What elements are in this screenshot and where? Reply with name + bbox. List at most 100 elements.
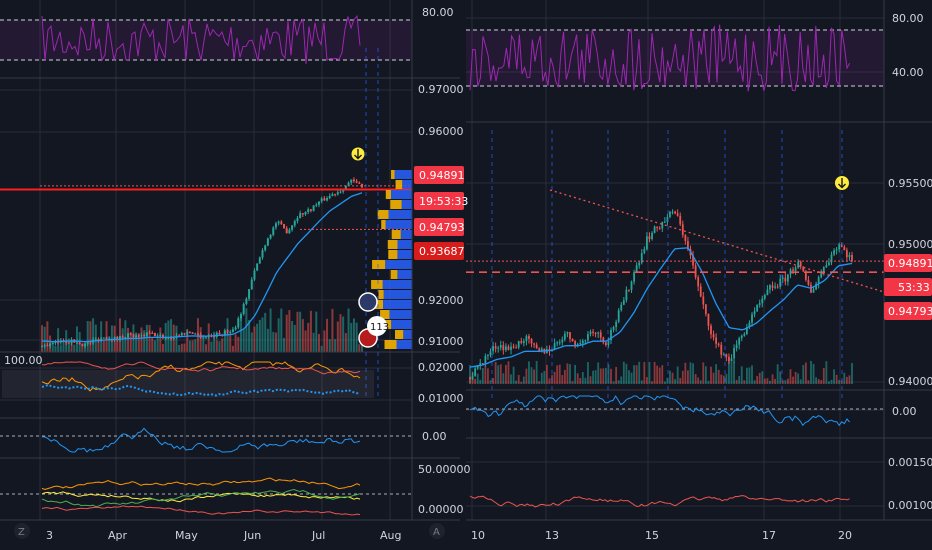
candle-body bbox=[622, 300, 625, 305]
volume-bar bbox=[510, 374, 512, 384]
candle-body bbox=[312, 205, 315, 211]
right-axis-badge[interactable]: A bbox=[433, 527, 440, 538]
volume-bar bbox=[745, 367, 748, 384]
candle-body bbox=[751, 314, 753, 323]
volume-bar bbox=[704, 366, 707, 384]
candle-body bbox=[116, 336, 119, 340]
rsi-line bbox=[41, 14, 361, 64]
volume-bar bbox=[328, 339, 331, 352]
candle-body bbox=[178, 335, 181, 337]
volume-bar bbox=[202, 334, 205, 352]
volume-bar bbox=[561, 375, 564, 384]
left-osc-tick: 0.02000 bbox=[418, 361, 464, 374]
volume-bar bbox=[237, 336, 240, 352]
volume-profile-bar bbox=[395, 180, 403, 189]
candle-body bbox=[84, 344, 87, 347]
volume-profile-bar bbox=[385, 220, 412, 229]
volume-bar bbox=[127, 327, 130, 352]
candle-body bbox=[528, 336, 530, 339]
candle-body bbox=[471, 375, 474, 380]
candle-body bbox=[202, 337, 205, 339]
indicator-line-red bbox=[41, 505, 361, 516]
candle-body bbox=[49, 343, 52, 347]
volume-bar bbox=[129, 332, 132, 352]
candle-body bbox=[589, 331, 592, 335]
volume-bar bbox=[331, 308, 334, 352]
right-markers[interactable] bbox=[835, 176, 849, 190]
volume-bar bbox=[715, 364, 718, 384]
volume-bar bbox=[671, 372, 674, 384]
volume-bar bbox=[574, 364, 577, 384]
candle-body bbox=[75, 342, 78, 344]
right-axis-badge-bg[interactable] bbox=[429, 523, 445, 539]
volume-bar bbox=[159, 327, 162, 352]
candle-body bbox=[669, 211, 671, 218]
volume-profile-bar bbox=[394, 170, 412, 179]
volume-bar bbox=[804, 362, 807, 384]
candle-body bbox=[563, 333, 566, 340]
volume-bar bbox=[845, 376, 848, 384]
left-axis-badge[interactable]: Z bbox=[18, 527, 25, 538]
candle-body bbox=[833, 250, 835, 255]
right-bottom-tick: 0.00100 bbox=[888, 499, 932, 512]
volume-bar bbox=[663, 381, 666, 384]
left-osc-top-label: 100.00 bbox=[4, 354, 43, 367]
candle-body bbox=[684, 234, 687, 241]
volume-bar bbox=[735, 379, 738, 384]
right-x-tick: 10 bbox=[471, 529, 485, 542]
candle-body bbox=[245, 298, 248, 304]
volume-bar bbox=[602, 368, 605, 384]
right-price-tag-bg bbox=[884, 254, 932, 272]
candle-body bbox=[342, 189, 345, 192]
candle-body bbox=[256, 263, 259, 271]
volume-bar bbox=[720, 374, 723, 384]
volume-bar bbox=[89, 321, 92, 352]
volume-profile-bar bbox=[381, 220, 386, 229]
volume-bar bbox=[797, 373, 800, 384]
arrow-down-glyph-icon bbox=[838, 178, 846, 189]
volume-bar bbox=[323, 330, 326, 352]
left-markers[interactable]: 113 bbox=[351, 147, 390, 348]
volume-bar bbox=[630, 372, 633, 384]
candle-body bbox=[633, 272, 635, 282]
left-price-tick: 0.92000 bbox=[418, 294, 464, 307]
volume-bar bbox=[124, 320, 127, 352]
volume-bar bbox=[553, 371, 556, 384]
candle-body bbox=[331, 194, 334, 197]
volume-bar bbox=[272, 331, 275, 352]
candle-body bbox=[666, 217, 669, 222]
volume-bar bbox=[651, 381, 653, 384]
candle-body bbox=[653, 226, 656, 233]
volume-profile-bar bbox=[397, 250, 412, 259]
candle-body bbox=[86, 342, 89, 345]
candle-body bbox=[296, 218, 299, 222]
right-axis: 80.00 40.00 0.95500 0.95000 0.94000 0.00… bbox=[888, 12, 932, 512]
candle-body bbox=[274, 223, 277, 228]
candle-body bbox=[159, 334, 162, 336]
volume-bar bbox=[656, 365, 659, 384]
candle-body bbox=[540, 348, 543, 352]
candle-body bbox=[194, 333, 197, 335]
volume-bar bbox=[620, 376, 623, 384]
candle-body bbox=[293, 221, 296, 226]
volume-bar bbox=[242, 328, 245, 352]
left-axis-badge-bg[interactable] bbox=[14, 523, 30, 539]
volume-bar bbox=[661, 365, 664, 384]
candle-body bbox=[620, 304, 623, 311]
candle-body bbox=[248, 289, 251, 299]
volume-bar bbox=[108, 336, 111, 352]
left-x-axis: Z 3 Apr May Jun Jul Aug bbox=[14, 523, 401, 542]
volume-bar bbox=[812, 363, 815, 384]
candle-body bbox=[494, 346, 497, 349]
volume-bar bbox=[277, 318, 280, 352]
event-count-badge[interactable] bbox=[367, 316, 387, 336]
candle-body bbox=[774, 286, 776, 288]
volume-bar bbox=[725, 373, 728, 384]
volume-bar bbox=[607, 364, 610, 384]
candle-body bbox=[738, 338, 741, 345]
news-event-icon[interactable] bbox=[358, 292, 378, 312]
volume-bar bbox=[507, 361, 510, 384]
event-count-label: 113 bbox=[370, 322, 389, 333]
candle-body bbox=[561, 339, 564, 343]
